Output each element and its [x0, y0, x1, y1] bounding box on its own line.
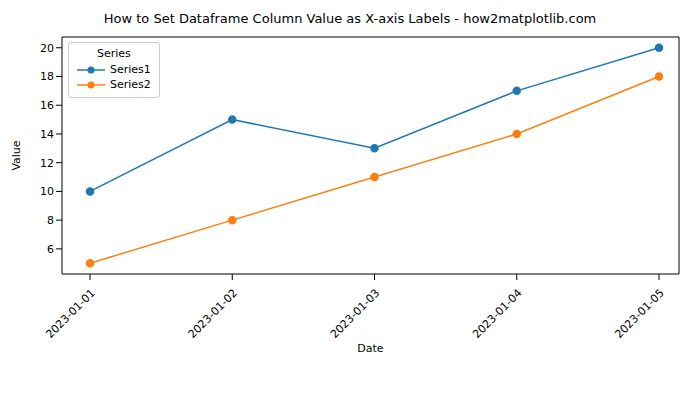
- html-text:How to Set Dataframe Column Va: How to Set Dataframe Column Value as X-a…: [103, 11, 597, 26]
- svg-text:2023-01-01: 2023-01-01: [43, 287, 97, 341]
- html-text:Series1: Series1: [110, 63, 151, 76]
- html-text:Series2: Series2: [110, 78, 151, 91]
- svg-text:2023-01-05: 2023-01-05: [612, 287, 666, 341]
- svg-text:2023-01-02: 2023-01-02: [186, 287, 240, 341]
- svg-text:10: 10: [40, 185, 54, 198]
- html-text:Series: Series: [97, 47, 131, 60]
- svg-text:16: 16: [40, 99, 54, 112]
- svg-text:6: 6: [47, 243, 54, 256]
- svg-text:12: 12: [40, 157, 54, 170]
- svg-text:2023-01-03: 2023-01-03: [328, 287, 382, 341]
- svg-text:20: 20: [40, 42, 54, 55]
- svg-text:18: 18: [40, 70, 54, 83]
- svg-text:Date: Date: [357, 342, 384, 355]
- svg-text:2023-01-04: 2023-01-04: [470, 287, 524, 341]
- svg-text:Value: Value: [10, 140, 23, 170]
- svg-text:8: 8: [47, 214, 54, 227]
- svg-text:14: 14: [40, 128, 54, 141]
